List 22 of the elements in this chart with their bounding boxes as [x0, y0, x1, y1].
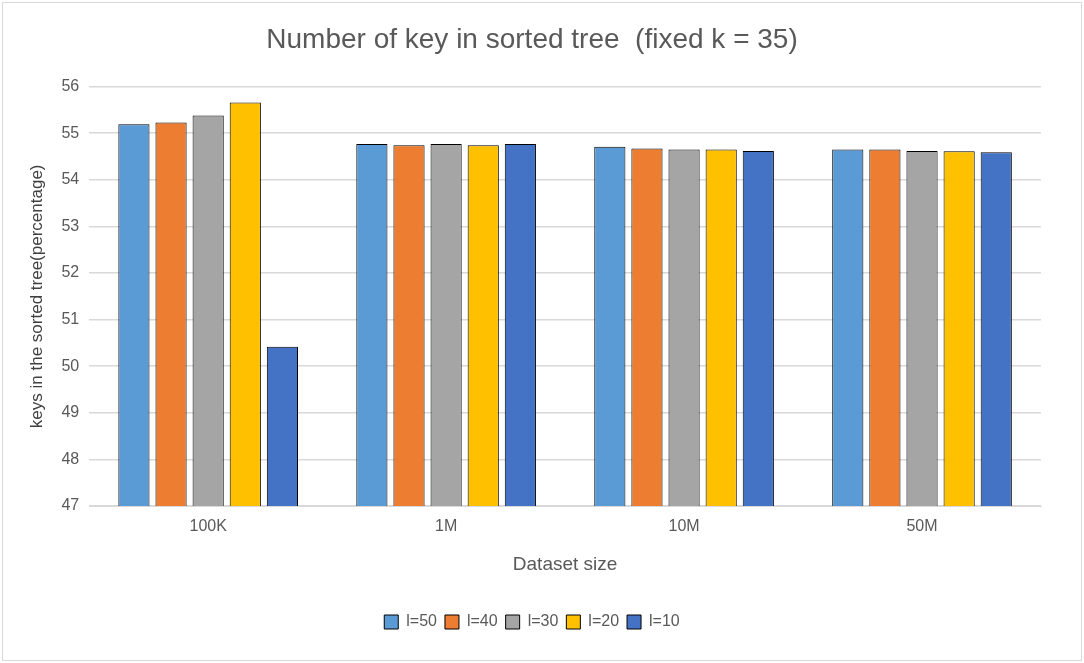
- y-axis-title: keys in the sorted tree(percentage): [26, 164, 46, 429]
- x-tick-label: 1M: [435, 517, 458, 535]
- chart-title: Number of key in sorted tree (fixed k = 35): [266, 22, 798, 54]
- x-tick-label: 10M: [668, 517, 700, 535]
- legend-label: l=50: [406, 612, 438, 630]
- y-tick-label: 48: [61, 449, 80, 467]
- y-tick-label: 56: [61, 77, 80, 95]
- x-tick-label: 50M: [906, 517, 938, 535]
- y-tick-label: 52: [61, 263, 80, 281]
- y-tick-label: 49: [61, 403, 80, 421]
- x-axis-title: Dataset size: [512, 552, 618, 574]
- legend-label: l=30: [527, 612, 559, 630]
- y-tick-label: 50: [61, 356, 80, 374]
- y-tick-label: 55: [61, 123, 80, 141]
- y-tick-label: 51: [61, 310, 80, 328]
- legend-label: l=10: [649, 612, 680, 630]
- legend-label: l=20: [588, 612, 620, 630]
- y-tick-label: 54: [61, 170, 80, 188]
- y-tick-label: 53: [61, 216, 80, 234]
- legend-label: l=40: [466, 612, 498, 630]
- y-tick-label: 47: [61, 496, 80, 514]
- x-tick-label: 100K: [189, 517, 228, 535]
